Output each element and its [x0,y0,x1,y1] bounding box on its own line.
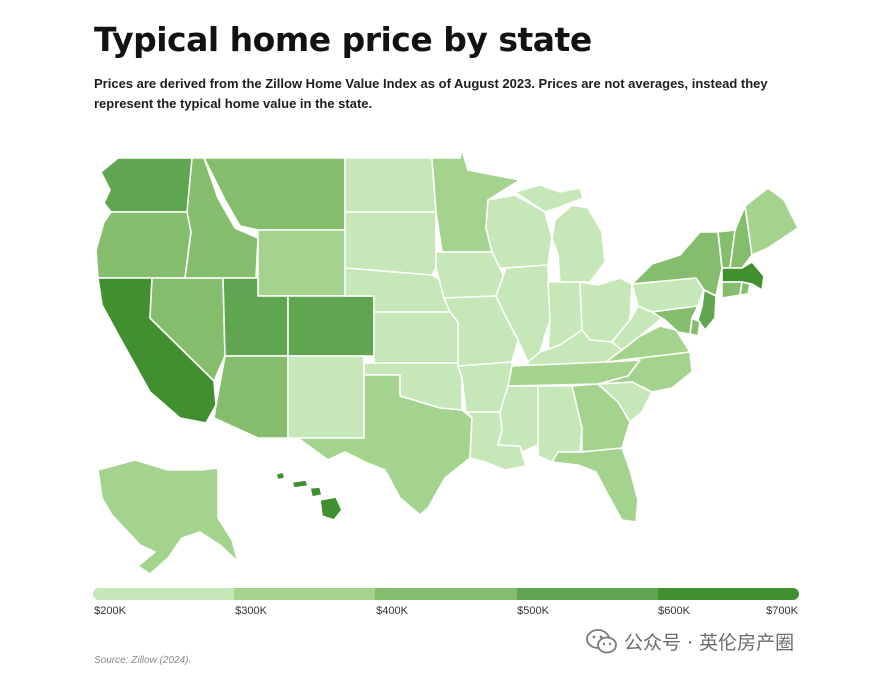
legend-bin-3 [375,588,517,600]
watermark-text: 公众号 · 英伦房产圈 [624,632,795,654]
state-md[interactable] [651,305,699,335]
legend-label-700k: $700K [766,605,798,617]
legend-color-scale [93,588,799,600]
state-sd[interactable] [344,211,437,276]
legend-label-300k: $300K [235,605,267,617]
legend-label-500k: $500K [517,605,549,617]
state-hi-maui[interactable] [309,486,323,498]
legend-bin-5 [657,588,799,600]
legend-bin-4 [516,588,658,600]
legend-label-200k: $200K [94,605,126,617]
state-hi-oahu[interactable] [275,471,286,481]
watermark: 公众号 · 英伦房产圈 [586,628,794,655]
legend-bin-2 [234,588,376,600]
state-ak[interactable] [97,459,239,575]
state-tx[interactable] [297,374,473,516]
state-co[interactable] [287,295,375,357]
state-or[interactable] [95,211,192,279]
state-wa[interactable] [100,157,193,213]
state-id[interactable] [184,157,259,279]
state-mi-up[interactable] [514,184,584,213]
legend-labels: $200K $300K $400K $500K $600K $700K [80,605,820,621]
state-nc[interactable] [597,351,693,393]
state-fl[interactable] [551,447,639,523]
state-nd[interactable] [344,157,437,213]
us-map [95,149,799,575]
legend-label-600k: $600K [658,605,690,617]
state-az[interactable] [213,355,289,439]
page-subtitle: Prices are derived from the Zillow Home … [94,76,768,111]
state-hi-molokai[interactable] [291,479,309,489]
state-ri[interactable] [739,281,751,296]
state-wy[interactable] [257,229,346,297]
source-note: Source: Zillow (2024). [94,655,192,666]
state-ks[interactable] [373,311,459,364]
state-me[interactable] [744,187,799,256]
wechat-icon [586,628,617,653]
state-nj[interactable] [697,289,717,331]
state-mi[interactable] [551,204,606,283]
state-ct[interactable] [721,281,743,299]
legend-bin-1 [93,588,235,600]
state-hi-big-island[interactable] [319,496,343,521]
page-title: Typical home price by state [94,20,592,59]
state-nm[interactable] [287,355,365,439]
legend-label-400k: $400K [376,605,408,617]
